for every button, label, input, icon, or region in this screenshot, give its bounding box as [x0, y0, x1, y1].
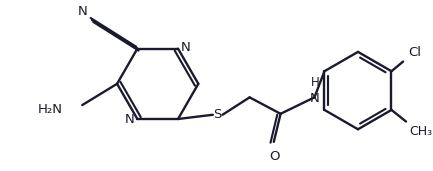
- Text: H₂N: H₂N: [38, 103, 63, 116]
- Text: O: O: [269, 150, 280, 163]
- Text: S: S: [213, 108, 222, 121]
- Text: N: N: [310, 92, 319, 105]
- Text: H: H: [311, 76, 320, 89]
- Text: N: N: [125, 114, 135, 127]
- Text: N: N: [181, 41, 191, 54]
- Text: N: N: [78, 5, 87, 18]
- Text: CH₃: CH₃: [409, 125, 432, 138]
- Text: Cl: Cl: [408, 46, 421, 59]
